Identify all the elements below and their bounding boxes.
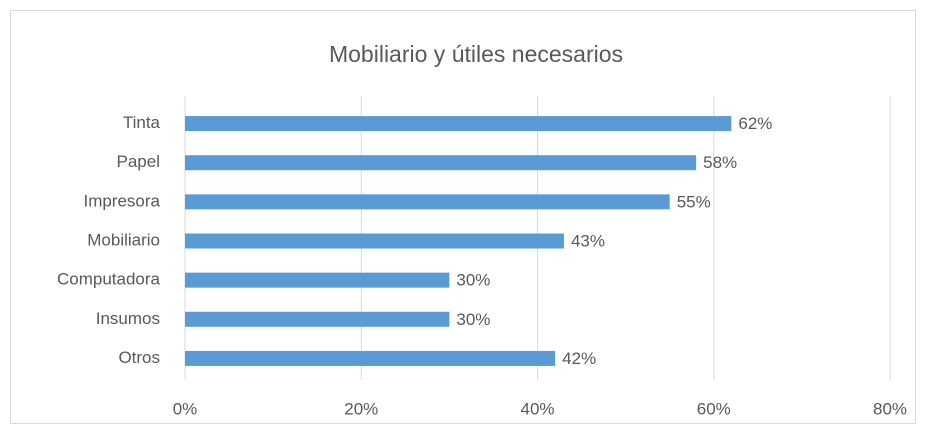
x-tick-label: 80% (873, 399, 907, 418)
bar (185, 272, 450, 288)
y-tick-label: Computadora (57, 270, 161, 289)
x-tick-label: 60% (697, 399, 731, 418)
y-tick-label: Papel (117, 152, 160, 171)
y-tick-label: Mobiliario (87, 230, 160, 249)
bar (185, 233, 564, 249)
x-tick-label: 20% (344, 399, 378, 418)
chart-title: Mobiliario y útiles necesarios (329, 41, 623, 67)
y-tick-label: Tinta (123, 113, 161, 132)
data-label: 30% (456, 271, 490, 290)
bar (185, 194, 670, 210)
data-label: 42% (562, 349, 596, 368)
y-tick-label: Impresora (83, 191, 160, 210)
bar (185, 311, 450, 327)
data-label: 62% (738, 114, 772, 133)
data-label: 55% (677, 192, 711, 211)
y-tick-label: Insumos (96, 309, 160, 328)
y-tick-label: Otros (118, 348, 160, 367)
x-tick-label: 0% (173, 399, 198, 418)
bar (185, 116, 732, 132)
x-tick-label: 40% (520, 399, 554, 418)
bar (185, 350, 556, 366)
bar (185, 155, 697, 171)
data-label: 30% (456, 310, 490, 329)
data-label: 43% (571, 231, 605, 250)
data-label: 58% (703, 153, 737, 172)
